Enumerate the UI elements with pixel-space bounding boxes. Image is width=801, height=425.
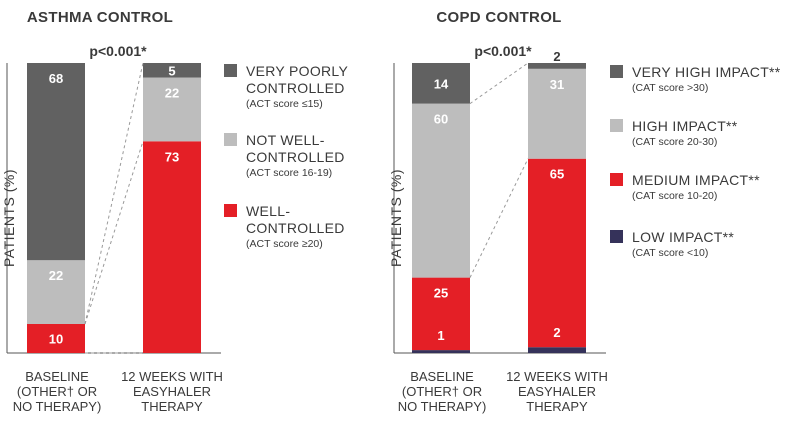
legend-label: VERY POORLY [246, 63, 348, 79]
bar-segment [143, 77, 201, 142]
bar-segment [27, 63, 85, 261]
legend-label: CONTROLLED [246, 80, 345, 96]
data-label: 1 [437, 328, 444, 343]
p-value-annotation: p<0.001* [89, 43, 147, 59]
legend-note: (CAT score 10-20) [632, 190, 717, 202]
legend-label: HIGH IMPACT** [632, 118, 738, 134]
legend-label: CONTROLLED [246, 149, 345, 165]
connector-line [84, 141, 144, 325]
chart-1: COPD CONTROL PATIENTS (%) 1 25 60 14 2 65 31 2 p<0… [388, 9, 781, 414]
data-label: 25 [434, 286, 448, 301]
legend-label: CONTROLLED [246, 220, 345, 236]
data-label: 68 [49, 71, 63, 86]
legend-swatch [610, 173, 623, 186]
data-label: 65 [550, 167, 564, 182]
legend-label: NOT WELL- [246, 132, 325, 148]
legend-note: (CAT score >30) [632, 82, 708, 94]
legend-label: MEDIUM IMPACT** [632, 172, 760, 188]
chart-0: ASTHMA CONTROL PATIENTS (%) 10 22 68 73 22 5 p<0… [1, 9, 348, 414]
bar-segment [27, 324, 85, 353]
connector-line [469, 158, 529, 278]
legend-swatch [224, 64, 237, 77]
p-value-annotation: p<0.001* [474, 43, 532, 59]
legend-swatch [610, 65, 623, 78]
legend-label: VERY HIGH IMPACT** [632, 64, 781, 80]
legend-note: (CAT score 20-30) [632, 136, 717, 148]
legend-swatch [224, 204, 237, 217]
x-tick-label: NO THERAPY) [398, 399, 487, 414]
data-label: 2 [553, 325, 560, 340]
connector-line [84, 62, 144, 325]
x-tick-label: THERAPY [141, 399, 203, 414]
x-tick-label: NO THERAPY) [13, 399, 102, 414]
x-tick-label: BASELINE [410, 369, 474, 384]
legend-label: LOW IMPACT** [632, 229, 734, 245]
x-tick-label: 12 WEEKS WITH [121, 369, 223, 384]
data-label: 73 [165, 149, 179, 164]
bar-segment [143, 63, 201, 78]
legend-note: (CAT score <10) [632, 247, 708, 259]
chart-title: COPD CONTROL [436, 9, 561, 26]
legend-note: (ACT score 16-19) [246, 167, 332, 179]
legend-swatch [610, 230, 623, 243]
y-axis-label: PATIENTS (%) [388, 169, 404, 267]
data-label: 22 [49, 268, 63, 283]
data-label: 60 [434, 112, 448, 127]
connector-line [469, 62, 529, 105]
y-axis-label: PATIENTS (%) [1, 169, 17, 267]
bar-segment [528, 158, 586, 348]
x-tick-label: THERAPY [526, 399, 588, 414]
bar-segment [528, 68, 586, 159]
data-label: 5 [168, 63, 175, 78]
legend-label: WELL- [246, 203, 290, 219]
x-tick-label: (OTHER† OR [17, 384, 97, 399]
bar-segment [412, 103, 470, 278]
bar-segment [528, 63, 586, 69]
x-tick-label: EASYHALER [133, 384, 211, 399]
bar-segment [412, 277, 470, 351]
bar-segment [412, 63, 470, 104]
bar-segment [27, 260, 85, 324]
legend-swatch [224, 133, 237, 146]
data-label: 2 [553, 49, 560, 64]
data-label: 22 [165, 86, 179, 101]
x-tick-label: BASELINE [25, 369, 89, 384]
chart-title: ASTHMA CONTROL [27, 9, 173, 26]
legend-swatch [610, 119, 623, 132]
data-label: 31 [550, 77, 564, 92]
bar-segment [143, 141, 201, 353]
x-tick-label: (OTHER† OR [402, 384, 482, 399]
data-label: 10 [49, 332, 63, 347]
legend-note: (ACT score ≥20) [246, 238, 323, 250]
legend-note: (ACT score ≤15) [246, 98, 323, 110]
x-tick-label: 12 WEEKS WITH [506, 369, 608, 384]
x-tick-label: EASYHALER [518, 384, 596, 399]
data-label: 14 [434, 76, 449, 91]
bar-segment [412, 350, 470, 353]
bar-segment [528, 347, 586, 353]
